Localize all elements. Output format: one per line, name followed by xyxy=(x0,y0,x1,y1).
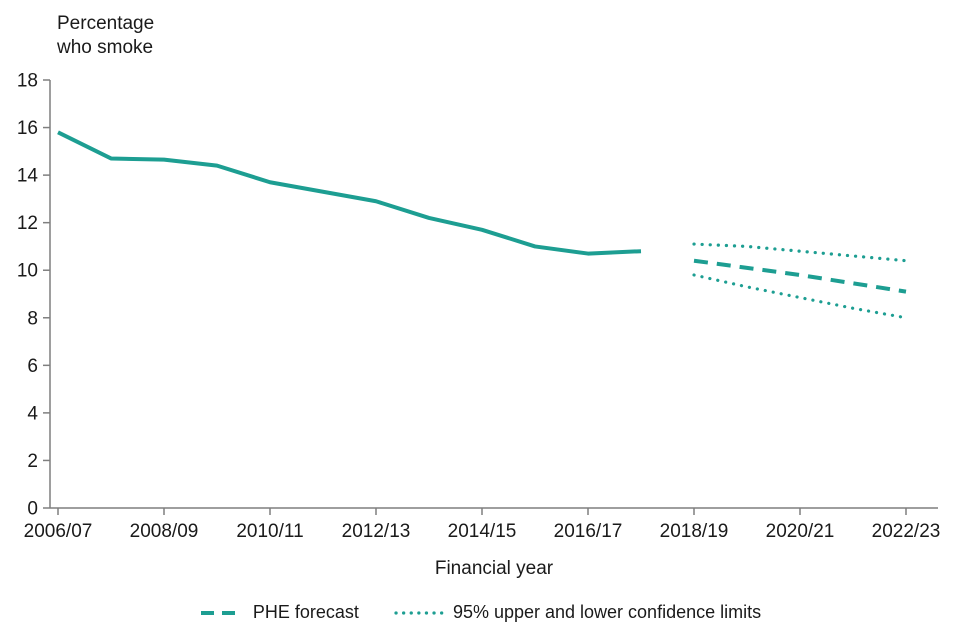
y-tick-label: 10 xyxy=(17,261,38,282)
y-tick-label: 0 xyxy=(27,499,38,520)
y-tick-label: 16 xyxy=(17,118,38,139)
x-tick-label: 2018/19 xyxy=(660,521,729,542)
x-tick-label: 2012/13 xyxy=(342,521,411,542)
y-tick-label: 4 xyxy=(27,403,38,424)
legend-item-confidence: 95% upper and lower confidence limits xyxy=(393,602,761,623)
x-axis-title: Financial year xyxy=(434,558,554,579)
series-line-solid xyxy=(57,130,642,256)
chart-legend: PHE forecast 95% upper and lower confide… xyxy=(0,602,960,623)
y-tick-label: 18 xyxy=(17,71,38,92)
x-tick-label: 2020/21 xyxy=(766,521,835,542)
x-tick-label: 2008/09 xyxy=(130,521,199,542)
x-tick-label: 2022/23 xyxy=(872,521,941,542)
x-tick-label: 2016/17 xyxy=(554,521,623,542)
x-tick-label: 2010/11 xyxy=(236,521,303,542)
legend-label-forecast: PHE forecast xyxy=(252,602,359,622)
y-axis-title: Percentage who smoke xyxy=(57,13,155,58)
y-tick-label: 8 xyxy=(27,308,38,329)
series-line-dashed xyxy=(693,258,907,294)
dashed-line-icon xyxy=(200,610,243,615)
dotted-line-icon xyxy=(394,610,445,615)
x-tick-label: 2006/07 xyxy=(24,521,93,542)
x-tick-label: 2014/15 xyxy=(448,521,517,542)
series-line-dotted xyxy=(692,242,908,263)
y-tick-label: 2 xyxy=(27,451,38,472)
legend-item-forecast: PHE forecast xyxy=(199,602,359,623)
y-tick-label: 14 xyxy=(17,166,39,187)
y-tick-label: 12 xyxy=(17,213,38,234)
legend-label-confidence: 95% upper and lower confidence limits xyxy=(452,602,762,622)
series-line-dotted xyxy=(692,273,908,320)
y-tick-label: 6 xyxy=(27,356,38,377)
